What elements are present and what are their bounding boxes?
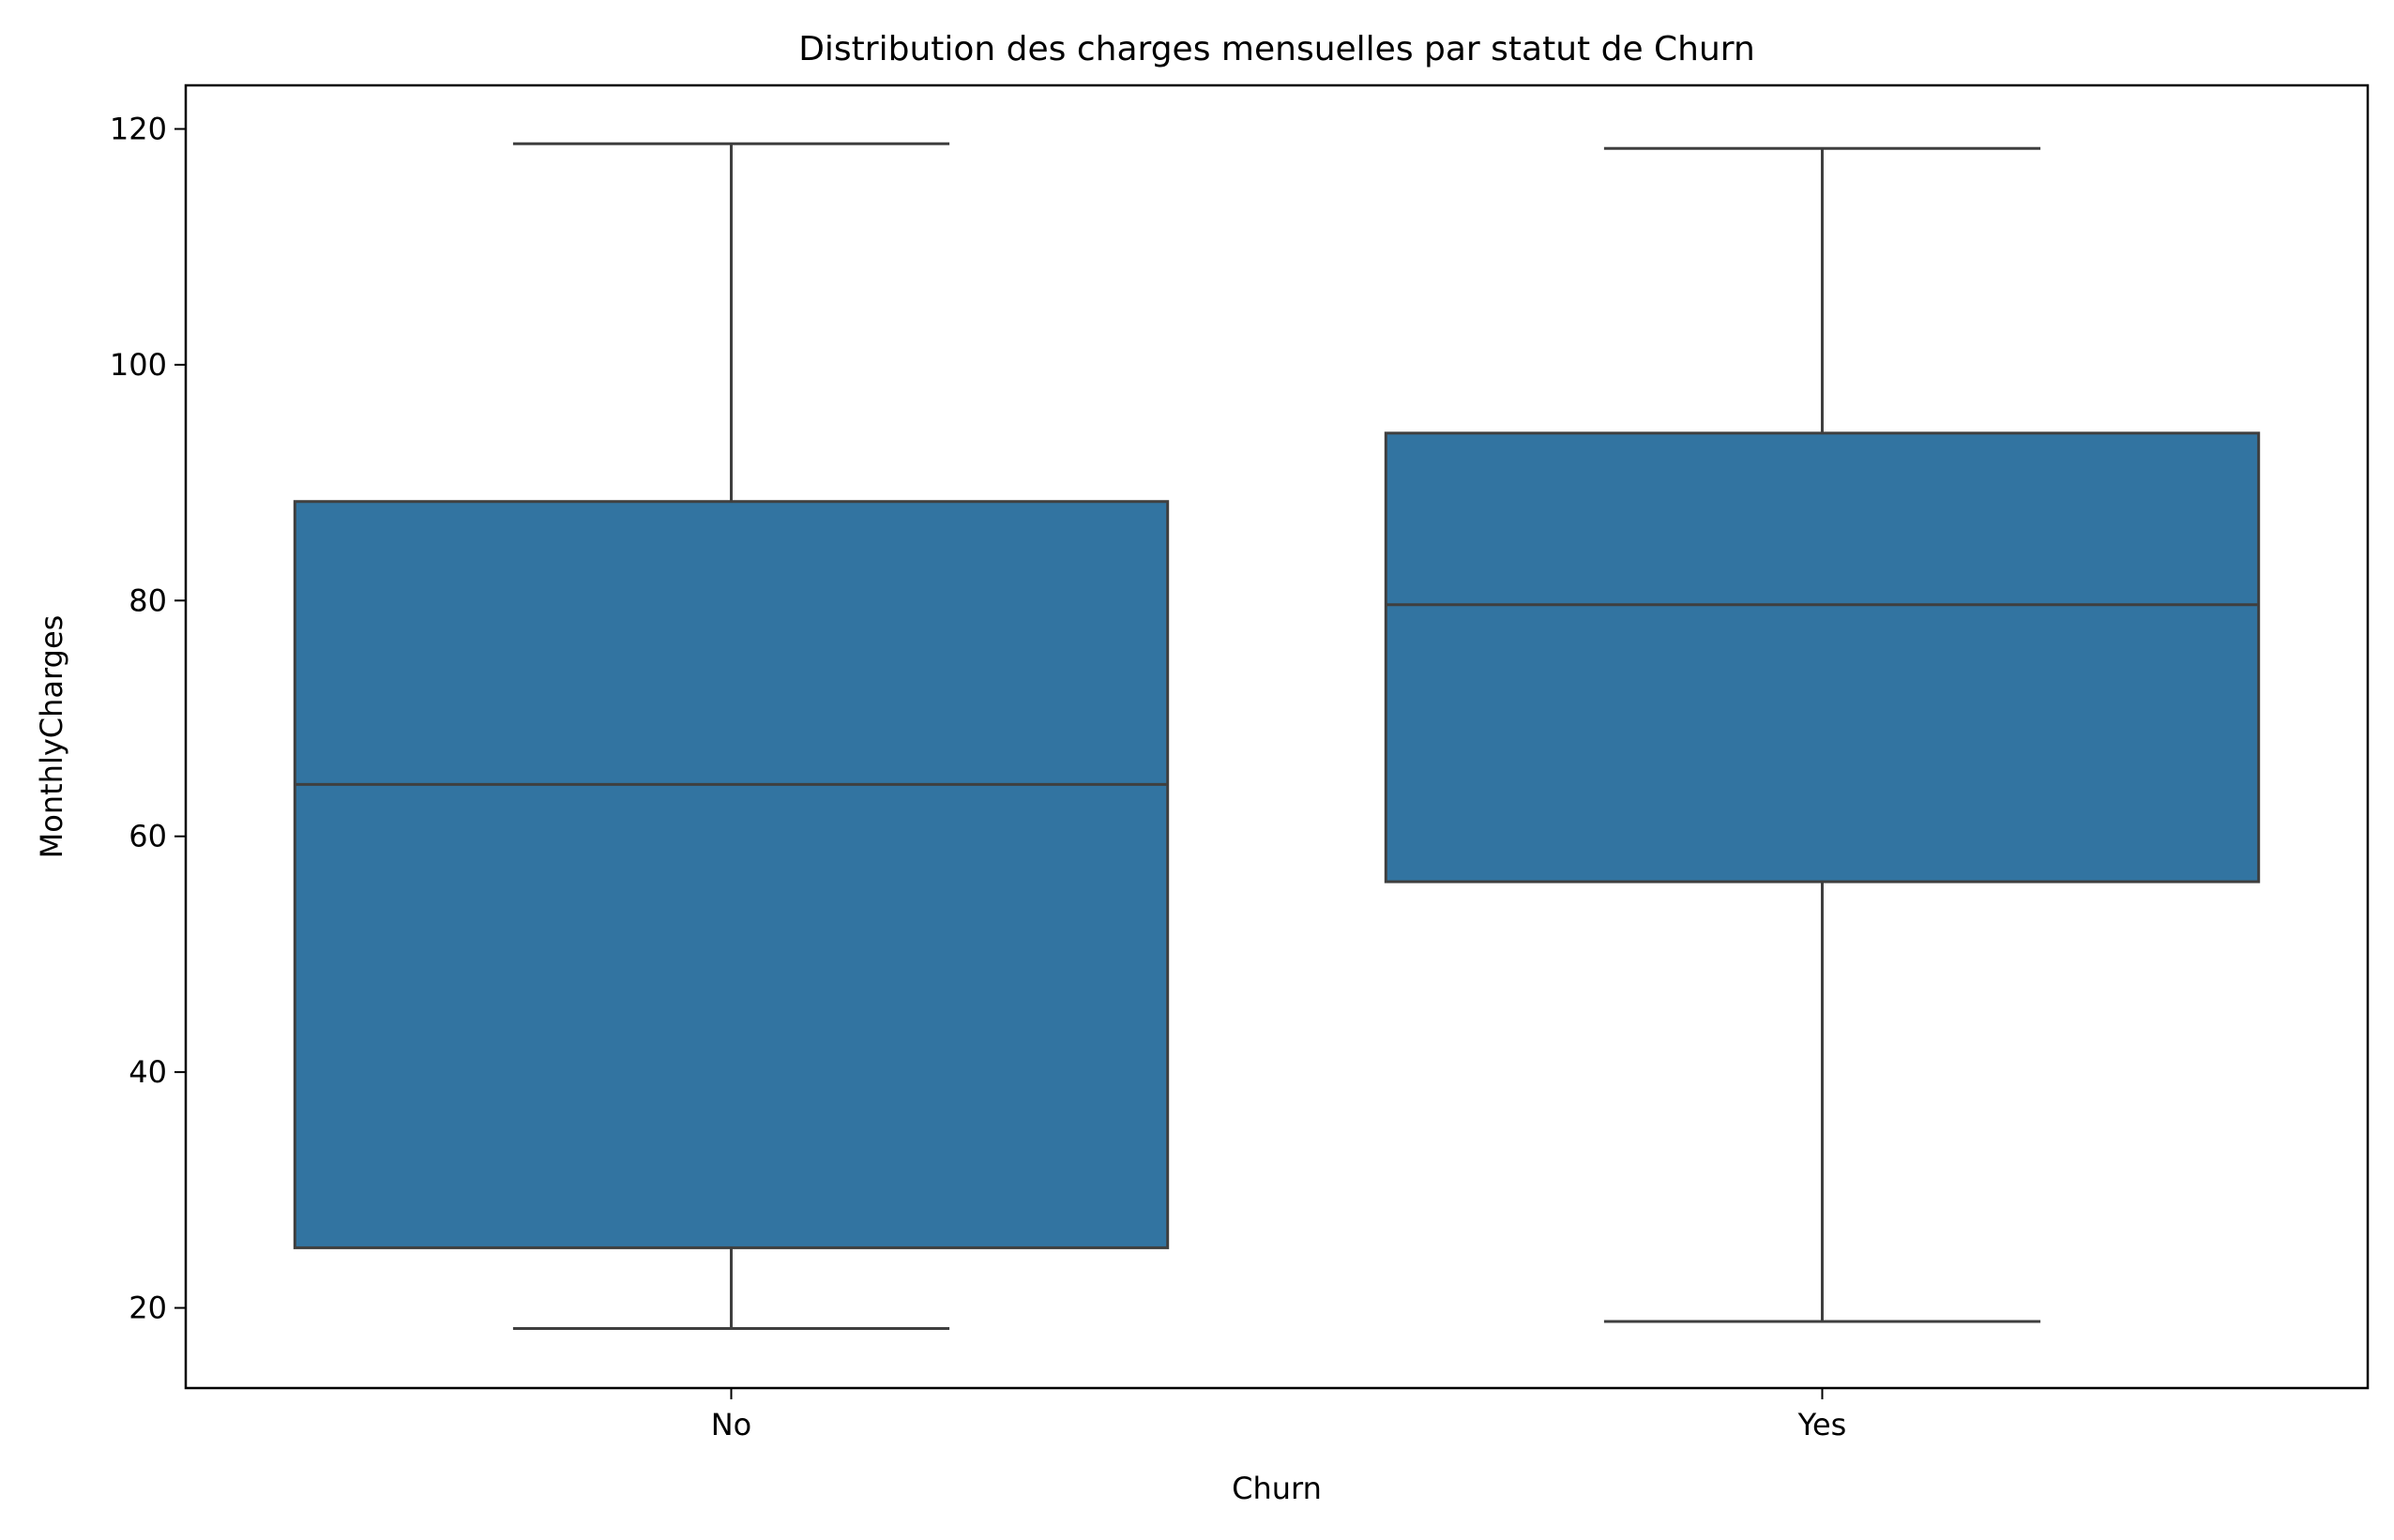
chart-title: Distribution des charges mensuelles par … xyxy=(798,30,1755,68)
x-axis-label: Churn xyxy=(1232,1471,1322,1506)
x-tick-label: No xyxy=(711,1407,752,1442)
y-axis-label: MonthlyCharges xyxy=(34,615,69,859)
y-tick-label: 40 xyxy=(129,1054,167,1090)
axes-frame xyxy=(184,83,2370,1390)
y-tick-label: 100 xyxy=(110,347,167,383)
box-no xyxy=(293,142,1170,1331)
x-tick-label: Yes xyxy=(1797,1407,1847,1442)
iqr-box xyxy=(1384,431,2261,883)
y-tick-label: 80 xyxy=(129,582,167,618)
box-yes xyxy=(1384,146,2261,1323)
plot-area: 20 40 60 80 100 120 No Yes xyxy=(110,112,2261,1442)
y-tick-label: 120 xyxy=(110,112,167,147)
y-tick-label: 20 xyxy=(129,1291,167,1326)
iqr-box xyxy=(293,500,1170,1249)
y-tick-label: 60 xyxy=(129,819,167,854)
